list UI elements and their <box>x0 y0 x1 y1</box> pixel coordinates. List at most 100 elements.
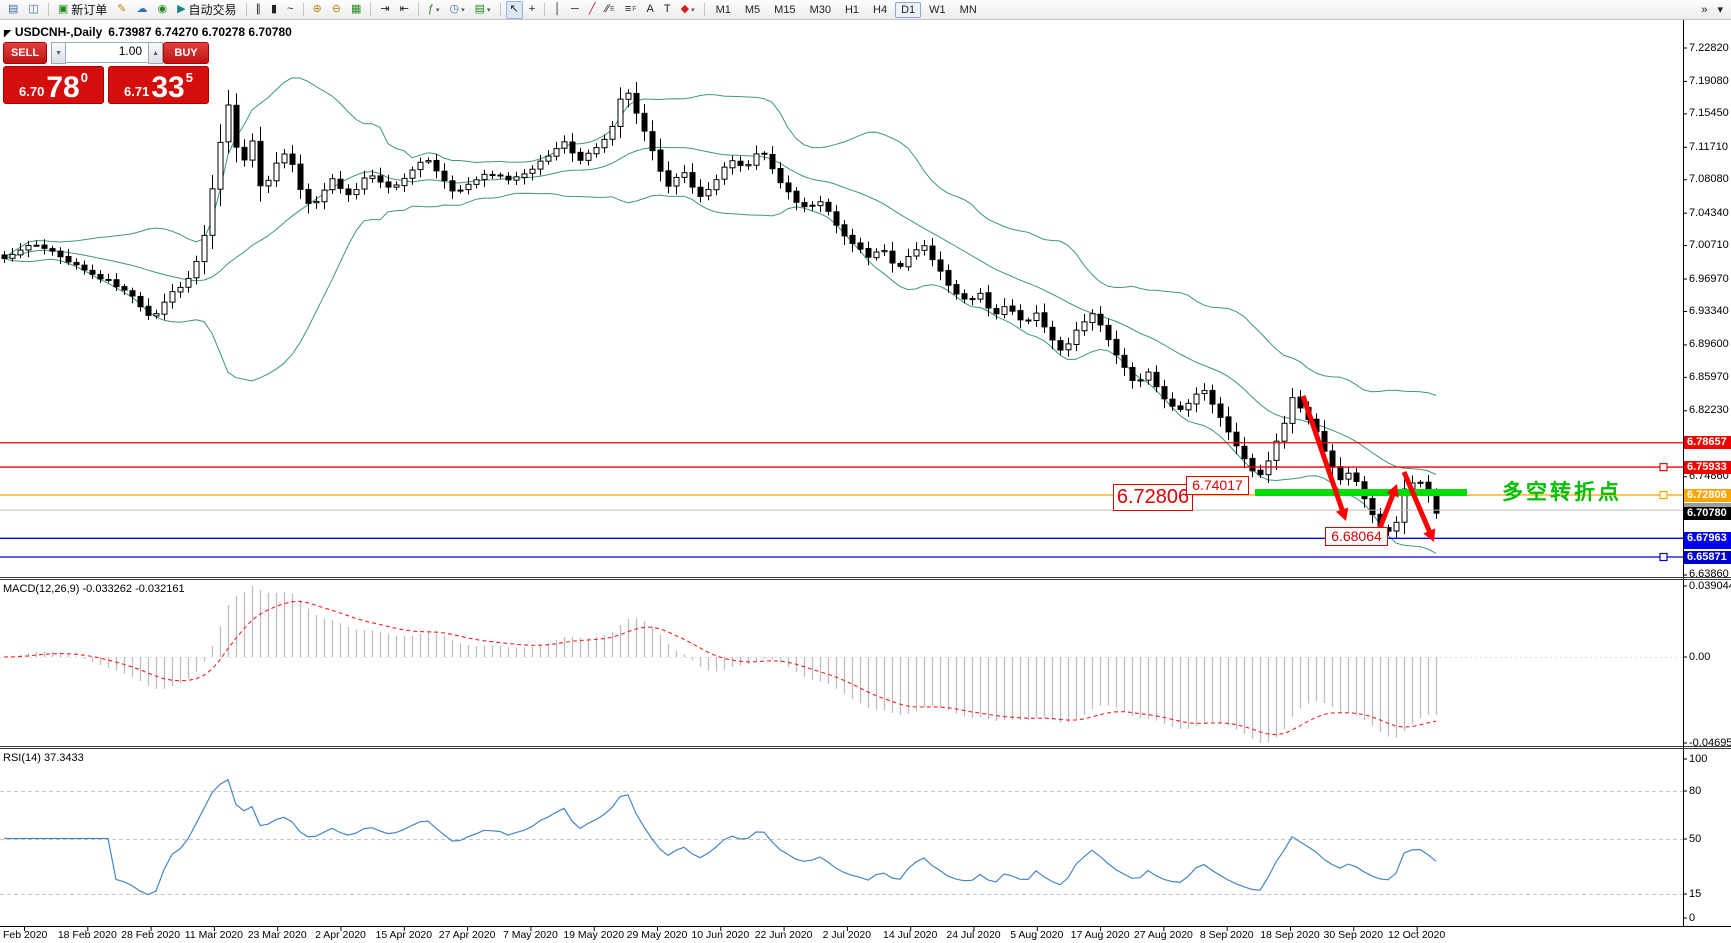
horizontal-line-icon[interactable]: ─ <box>567 1 583 19</box>
equidistant-channel-icon[interactable]: ∕∕ E <box>601 1 618 19</box>
fibonacci-icon[interactable]: ≡ F <box>621 1 641 19</box>
community-icon[interactable]: ☁ <box>132 1 151 19</box>
date-axis-label: 12 Oct 2020 <box>1387 929 1446 941</box>
signals-icon[interactable]: ◉ <box>153 1 171 19</box>
vertical-line-icon[interactable]: │ <box>550 1 565 19</box>
timeframe-button-m1[interactable]: M1 <box>715 3 731 16</box>
arrows-icon-dropdown[interactable]: ▾ <box>691 6 695 14</box>
timeframe-button-d1[interactable]: D1 <box>895 1 922 18</box>
sell-button[interactable]: SELL <box>3 42 48 64</box>
buy-price-big: 33 <box>151 70 185 104</box>
trend-highlight-bar[interactable] <box>1255 489 1467 496</box>
timeframe-button-h4[interactable]: H4 <box>873 3 888 16</box>
highlighter-icon[interactable]: ✎ <box>113 1 130 19</box>
autotrading-button[interactable]: ▶ 自动交易 <box>173 1 240 19</box>
zoom-out-icon-glyph: ⊖ <box>331 3 341 15</box>
date-axis-label: 11 Mar 2020 <box>184 929 243 941</box>
macd-label: MACD(12,26,9) -0.033262 -0.032161 <box>3 583 185 595</box>
volume-increase-button[interactable]: ▲ <box>148 42 164 64</box>
chart-shift-icon[interactable]: ⇤ <box>396 1 413 19</box>
hline-6.72806[interactable] <box>0 490 1683 500</box>
trend-arrow-3[interactable] <box>1401 471 1436 542</box>
fibonacci-icon-glyph: ≡ <box>624 3 632 15</box>
templates-icon-dropdown[interactable]: ▾ <box>487 6 491 14</box>
date-axis-label: 7 May 2020 <box>502 929 558 941</box>
toolbar-overflow-icon[interactable]: » <box>1701 3 1708 16</box>
timeframe-button-mn[interactable]: MN <box>959 3 977 16</box>
zoom-out-icon[interactable]: ⊖ <box>328 1 345 19</box>
panel-frames <box>0 20 1731 927</box>
timeframe-button-w1[interactable]: W1 <box>929 3 946 16</box>
horizontal-line-icon-glyph: ─ <box>571 3 579 15</box>
add-indicator-icon[interactable]: ƒ ▾ <box>424 1 444 19</box>
auto-scroll-icon-glyph: ⇥ <box>380 3 390 15</box>
timeframe-button-m5[interactable]: M5 <box>744 3 761 16</box>
period-icon[interactable]: ◷ ▾ <box>445 1 468 19</box>
sell-price-block[interactable]: 6.70 78 0 <box>3 66 104 104</box>
macd-scale-label: -0.046959 <box>1689 736 1731 749</box>
tile-windows-icon[interactable]: ▦ <box>347 1 365 19</box>
buy-price-small: 6.71 <box>124 84 150 99</box>
price-badge-6.78657: 6.78657 <box>1684 436 1731 450</box>
volume-input[interactable]: 1.00 <box>66 42 149 63</box>
profiles-icon[interactable]: ◫ <box>24 1 42 19</box>
new-order-button[interactable]: ▣ 新订单 <box>54 1 111 19</box>
toolbar-separator <box>370 3 372 16</box>
timeframe-button-h1[interactable]: H1 <box>844 3 860 16</box>
price-callout-6.72806[interactable]: 6.72806 <box>1113 484 1193 511</box>
bar-chart-icon-glyph: ∥ <box>255 3 262 15</box>
add-indicator-icon-dropdown[interactable]: ▾ <box>435 6 440 14</box>
text-label-icon[interactable]: T <box>660 1 675 19</box>
trend-arrow-1[interactable] <box>1300 395 1349 521</box>
candles-layer <box>1 82 1440 538</box>
hline-6.75933[interactable] <box>0 462 1683 472</box>
hline-6.65871[interactable] <box>0 552 1683 562</box>
toolbar-corner: » ▾ <box>1696 1 1728 19</box>
main-toolbar: ▤ ◫ ▣ 新订单 ✎ ☁ ◉ ▶ 自动交易 ∥ ▮ ~ ⊕ ⊖ ▦ ⇥ ⇤ ƒ ▾ ◷ ▾ ▤ ▾ ↖ + │ ─ ╱ ∕∕ E ≡ F A T… <box>0 0 1731 20</box>
volume-decrease-button[interactable]: ▼ <box>51 42 67 64</box>
cursor-icon[interactable]: ↖ <box>505 0 523 19</box>
line-chart-icon[interactable]: ~ <box>283 1 297 19</box>
sell-price-big: 78 <box>46 70 80 104</box>
buy-button[interactable]: BUY <box>163 42 209 64</box>
toolbar-separator <box>245 3 247 16</box>
templates-icon[interactable]: ▤ ▾ <box>471 1 495 19</box>
cursor-icon-glyph: ↖ <box>509 3 519 15</box>
line-chart-icon-glyph: ~ <box>287 3 294 15</box>
text-icon[interactable]: A <box>643 1 658 19</box>
toolbar-separator <box>417 3 419 16</box>
price-axis-label: 6.93340 <box>1689 304 1729 317</box>
zoom-in-icon-glyph: ⊕ <box>312 3 322 15</box>
buy-price-block[interactable]: 6.71 33 5 <box>108 66 209 104</box>
timeframe-button-m30[interactable]: M30 <box>809 3 831 16</box>
turning-point-annotation[interactable]: 多空转折点 <box>1502 481 1622 504</box>
date-axis-label: 18 Feb 2020 <box>57 929 117 941</box>
fibonacci-icon-sub: F <box>632 6 637 13</box>
price-callout-6.68064[interactable]: 6.68064 <box>1325 527 1388 546</box>
auto-scroll-icon[interactable]: ⇥ <box>376 1 393 19</box>
crosshair-icon-glyph: + <box>528 3 536 15</box>
trendline-icon[interactable]: ╱ <box>585 1 600 19</box>
autotrading-button-glyph: ▶ <box>177 3 186 15</box>
period-icon-dropdown[interactable]: ▾ <box>461 6 465 14</box>
macd-layer <box>0 586 1683 743</box>
collapse-triangle-icon[interactable]: ◤ <box>4 28 11 38</box>
price-callout-6.74017[interactable]: 6.74017 <box>1186 476 1249 495</box>
arrows-icon[interactable]: ◆ ▾ <box>677 1 699 19</box>
crosshair-icon[interactable]: + <box>525 1 539 19</box>
date-axis-label: 27 Aug 2020 <box>1133 929 1193 941</box>
buy-price-sup: 5 <box>185 70 193 85</box>
new-chart-icon[interactable]: ▤ <box>4 1 22 19</box>
period-icon-glyph: ◷ <box>449 3 460 15</box>
date-axis-label: 27 Apr 2020 <box>438 929 496 941</box>
bar-chart-icon[interactable]: ∥ <box>252 1 266 19</box>
date-axis-label: 14 Jul 2020 <box>883 929 938 941</box>
date-axis-label: 19 May 2020 <box>563 929 625 941</box>
zoom-in-icon[interactable]: ⊕ <box>309 1 326 19</box>
toolbar-separator <box>302 3 304 16</box>
toolbar-customize-icon[interactable]: ▾ <box>1717 4 1723 16</box>
timeframe-button-m15[interactable]: M15 <box>774 3 796 16</box>
date-axis-label: 28 Feb 2020 <box>121 929 181 941</box>
candlestick-chart-icon[interactable]: ▮ <box>267 1 281 19</box>
